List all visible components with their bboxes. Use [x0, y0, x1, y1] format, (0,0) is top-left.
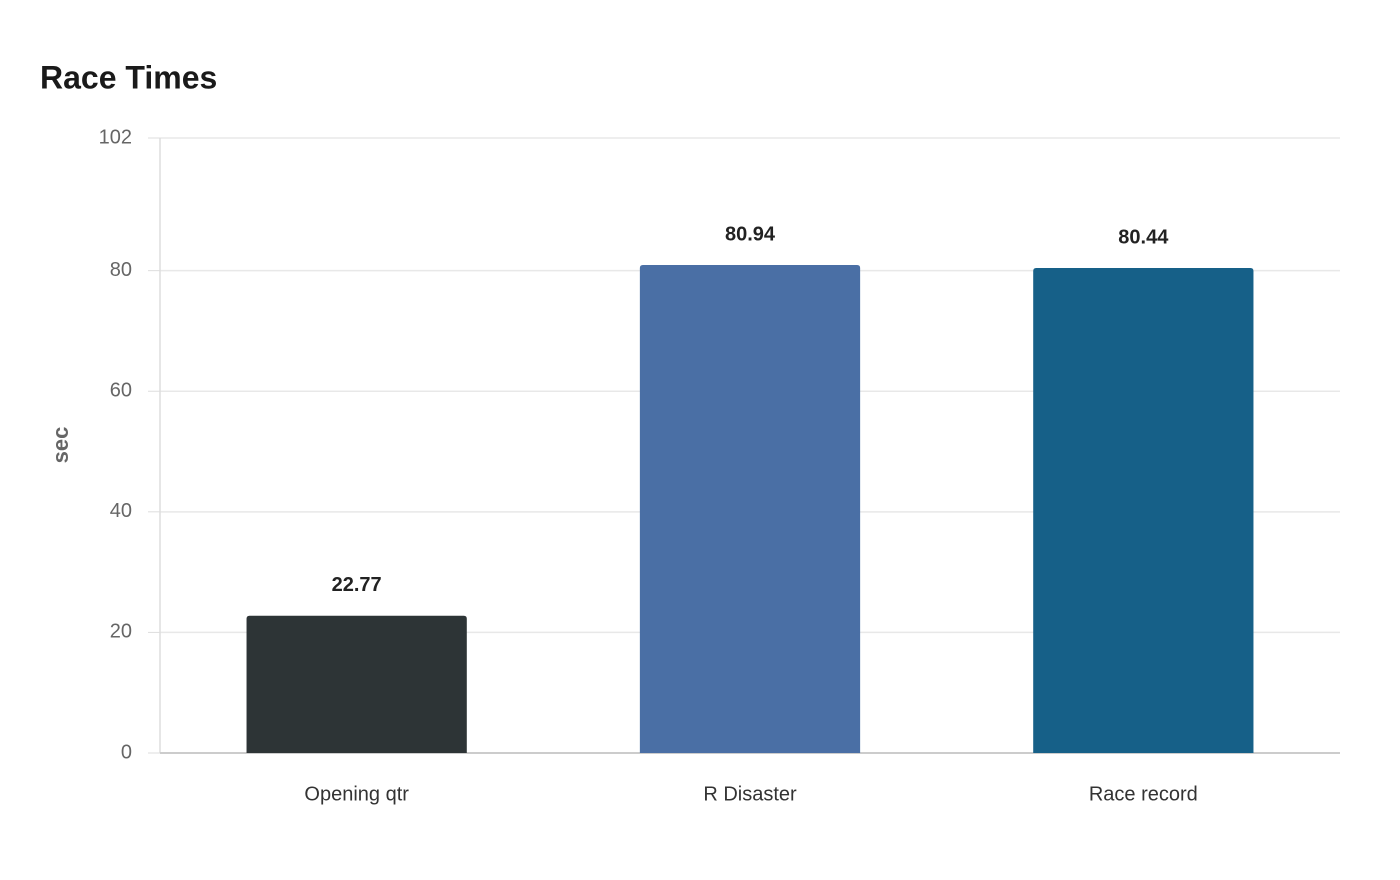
bar — [1033, 267, 1254, 753]
x-tick-label: R Disaster — [703, 783, 797, 805]
y-tick-label: 80 — [110, 259, 132, 281]
chart-title: Race Times — [40, 59, 217, 95]
bar — [639, 264, 861, 753]
bar — [246, 615, 467, 753]
y-tick-label: 20 — [110, 621, 132, 643]
y-tick-label: 0 — [121, 741, 132, 763]
y-axis-label: sec — [48, 427, 73, 464]
y-tick-label: 40 — [110, 500, 132, 522]
x-tick-label: Race record — [1089, 783, 1198, 805]
data-label: 80.44 — [1118, 226, 1169, 248]
y-tick-label: 60 — [110, 380, 132, 402]
y-tick-label: 102 — [99, 126, 132, 148]
data-label: 80.94 — [725, 223, 776, 245]
x-tick-label: Opening qtr — [304, 783, 409, 805]
data-label: 22.77 — [332, 574, 382, 596]
